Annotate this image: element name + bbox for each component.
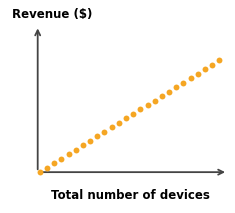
Point [124,117,128,120]
Point [189,76,192,80]
Point [153,99,157,102]
Point [181,81,185,84]
Point [117,121,121,125]
Point [52,161,56,165]
Point [203,68,207,71]
Point [81,144,85,147]
Point [88,139,92,142]
Point [59,157,63,160]
Point [45,166,49,169]
Point [138,108,142,111]
Point [67,153,70,156]
Text: Revenue ($): Revenue ($) [12,8,92,21]
Point [210,63,214,66]
Point [160,94,164,98]
Point [217,59,221,62]
Point [38,170,42,174]
Point [131,112,135,116]
Point [110,126,114,129]
Text: Total number of devices: Total number of devices [51,190,210,203]
Point [102,130,106,134]
Point [74,148,78,151]
Point [95,135,99,138]
Point [174,85,178,89]
Point [167,90,171,93]
Point [196,72,200,75]
Point [146,103,149,107]
